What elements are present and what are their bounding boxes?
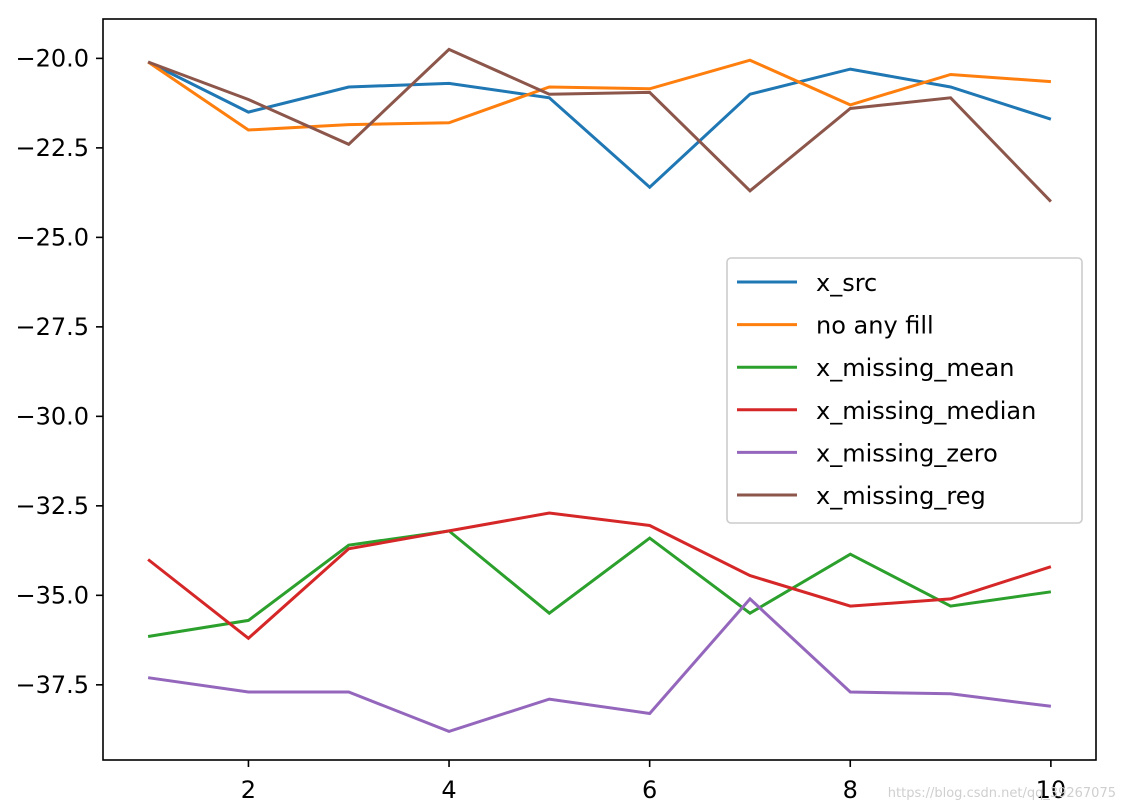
y-tick-label: −37.5 <box>15 671 89 699</box>
y-tick-label: −30.0 <box>15 402 89 430</box>
y-tick-label: −35.0 <box>15 581 89 609</box>
legend-label: x_src <box>816 269 877 297</box>
series-line-x_src <box>147 60 1052 190</box>
x-tick-label: 6 <box>642 776 657 804</box>
y-tick-label: −32.5 <box>15 492 89 520</box>
legend-label: x_missing_mean <box>816 354 1014 382</box>
series-line-x_missing_median <box>147 511 1052 641</box>
axes-frame <box>102 18 1097 761</box>
y-tick-label: −27.5 <box>15 313 89 341</box>
y-tick-label: −20.0 <box>15 44 89 72</box>
series-line-x_missing_zero <box>147 596 1052 733</box>
x-tick-label: 2 <box>241 776 256 804</box>
legend-label: x_missing_reg <box>816 482 986 510</box>
legend-box <box>726 257 1083 524</box>
ticks-layer: 2 4 6 8 10 −20.0 −22.5 −25.0 −27.5 −30.0 −32.5 −35.… <box>15 44 1066 804</box>
series-line-x_missing_mean <box>147 529 1052 638</box>
x-tick-label: 10 <box>1036 776 1067 804</box>
legend-label: x_missing_median <box>816 397 1036 425</box>
series-line-x_missing_reg <box>147 47 1052 203</box>
x-tick-label: 4 <box>441 776 456 804</box>
legend-label: no any fill <box>816 312 934 340</box>
watermark: https://blog.csdn.net/qq_39267075 <box>888 786 1116 801</box>
series-layer <box>147 47 1052 733</box>
x-tick-label: 8 <box>843 776 858 804</box>
legend-label: x_missing_zero <box>816 439 998 467</box>
y-tick-label: −25.0 <box>15 223 89 251</box>
series-line-no-any-fill <box>147 58 1052 132</box>
y-tick-label: −22.5 <box>15 134 89 162</box>
